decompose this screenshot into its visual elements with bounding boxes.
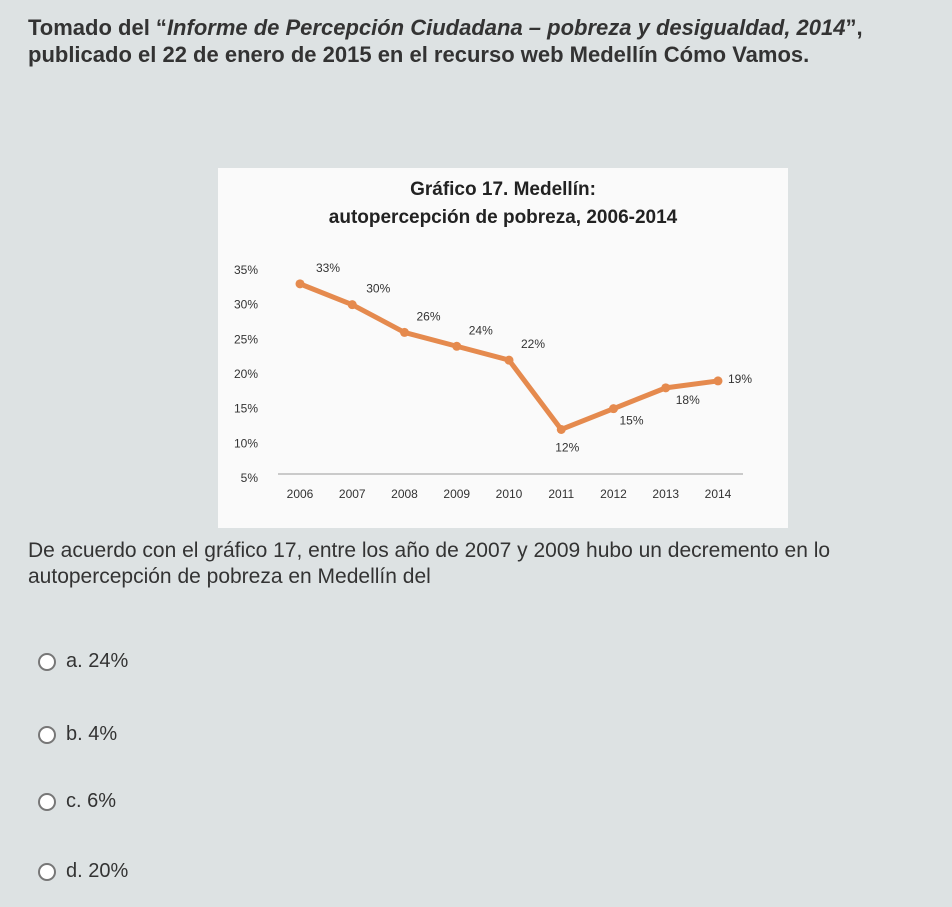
y-tick-label: 15% — [234, 402, 258, 416]
data-point — [609, 404, 618, 414]
data-point — [400, 327, 409, 337]
data-point — [713, 376, 723, 386]
data-label: 19% — [728, 372, 752, 386]
option-d-label: d. 20% — [66, 860, 129, 882]
intro-text: Tomado del “Informe de Percepción Ciudad… — [28, 14, 943, 68]
y-tick-label: 35% — [234, 263, 258, 277]
data-label: 22% — [521, 337, 545, 351]
data-point — [347, 300, 357, 310]
report-title: Informe de Percepción Ciudadana – pobrez… — [166, 15, 846, 40]
data-label: 30% — [366, 282, 390, 296]
option-d[interactable]: d. 20% — [38, 860, 128, 883]
y-tick-label: 5% — [241, 471, 259, 485]
y-tick-label: 30% — [234, 298, 258, 312]
y-tick-label: 20% — [234, 367, 258, 381]
question-text: De acuerdo con el gráfico 17, entre los … — [28, 539, 831, 588]
data-point — [295, 279, 305, 289]
y-tick-label: 10% — [234, 436, 258, 450]
x-tick-label: 2014 — [705, 487, 732, 501]
data-point — [452, 341, 462, 351]
chart-title: Gráfico 17. Medellín: — [410, 179, 596, 200]
intro-suffix: ”, publicado el 22 de enero de 2015 en e… — [28, 15, 863, 67]
data-label: 26% — [416, 309, 440, 323]
data-point — [556, 424, 566, 434]
data-label: 15% — [619, 414, 643, 428]
x-tick-label: 2013 — [652, 487, 679, 501]
radio-c[interactable] — [38, 792, 56, 811]
radio-a[interactable] — [38, 652, 56, 671]
chart-subtitle: autopercepción de pobreza, 2006-2014 — [328, 207, 678, 228]
data-point — [504, 355, 514, 365]
data-label: 33% — [316, 261, 340, 275]
option-c[interactable]: c. 6% — [38, 790, 116, 813]
option-b[interactable]: b. 4% — [38, 723, 117, 746]
option-c-label: c. 6% — [66, 790, 117, 812]
data-label: 18% — [676, 393, 700, 407]
x-tick-label: 2010 — [496, 487, 523, 501]
x-tick-label: 2007 — [339, 487, 366, 501]
data-point — [661, 383, 671, 393]
x-tick-label: 2012 — [600, 487, 627, 501]
x-tick-label: 2008 — [391, 487, 418, 501]
x-tick-label: 2011 — [548, 487, 574, 501]
x-tick-label: 2009 — [443, 487, 470, 501]
x-tick-label: 2006 — [287, 487, 314, 501]
chart-panel: Gráfico 17. Medellín: autopercepción de … — [218, 168, 788, 528]
radio-b[interactable] — [38, 725, 56, 744]
chart-title-block: Gráfico 17. Medellín: autopercepción de … — [218, 176, 788, 232]
intro-prefix: Tomado del “ — [28, 15, 167, 40]
data-label: 12% — [555, 440, 579, 454]
option-a-label: a. 24% — [66, 650, 129, 672]
data-label: 24% — [469, 323, 493, 337]
radio-d[interactable] — [38, 862, 56, 881]
option-a[interactable]: a. 24% — [38, 650, 128, 673]
line-chart: 5% 10% 15% 20% 25% 30% 35% 2006 2007 2008 2009 2010… — [234, 261, 752, 501]
option-b-label: b. 4% — [66, 723, 118, 745]
y-tick-label: 25% — [234, 332, 258, 346]
